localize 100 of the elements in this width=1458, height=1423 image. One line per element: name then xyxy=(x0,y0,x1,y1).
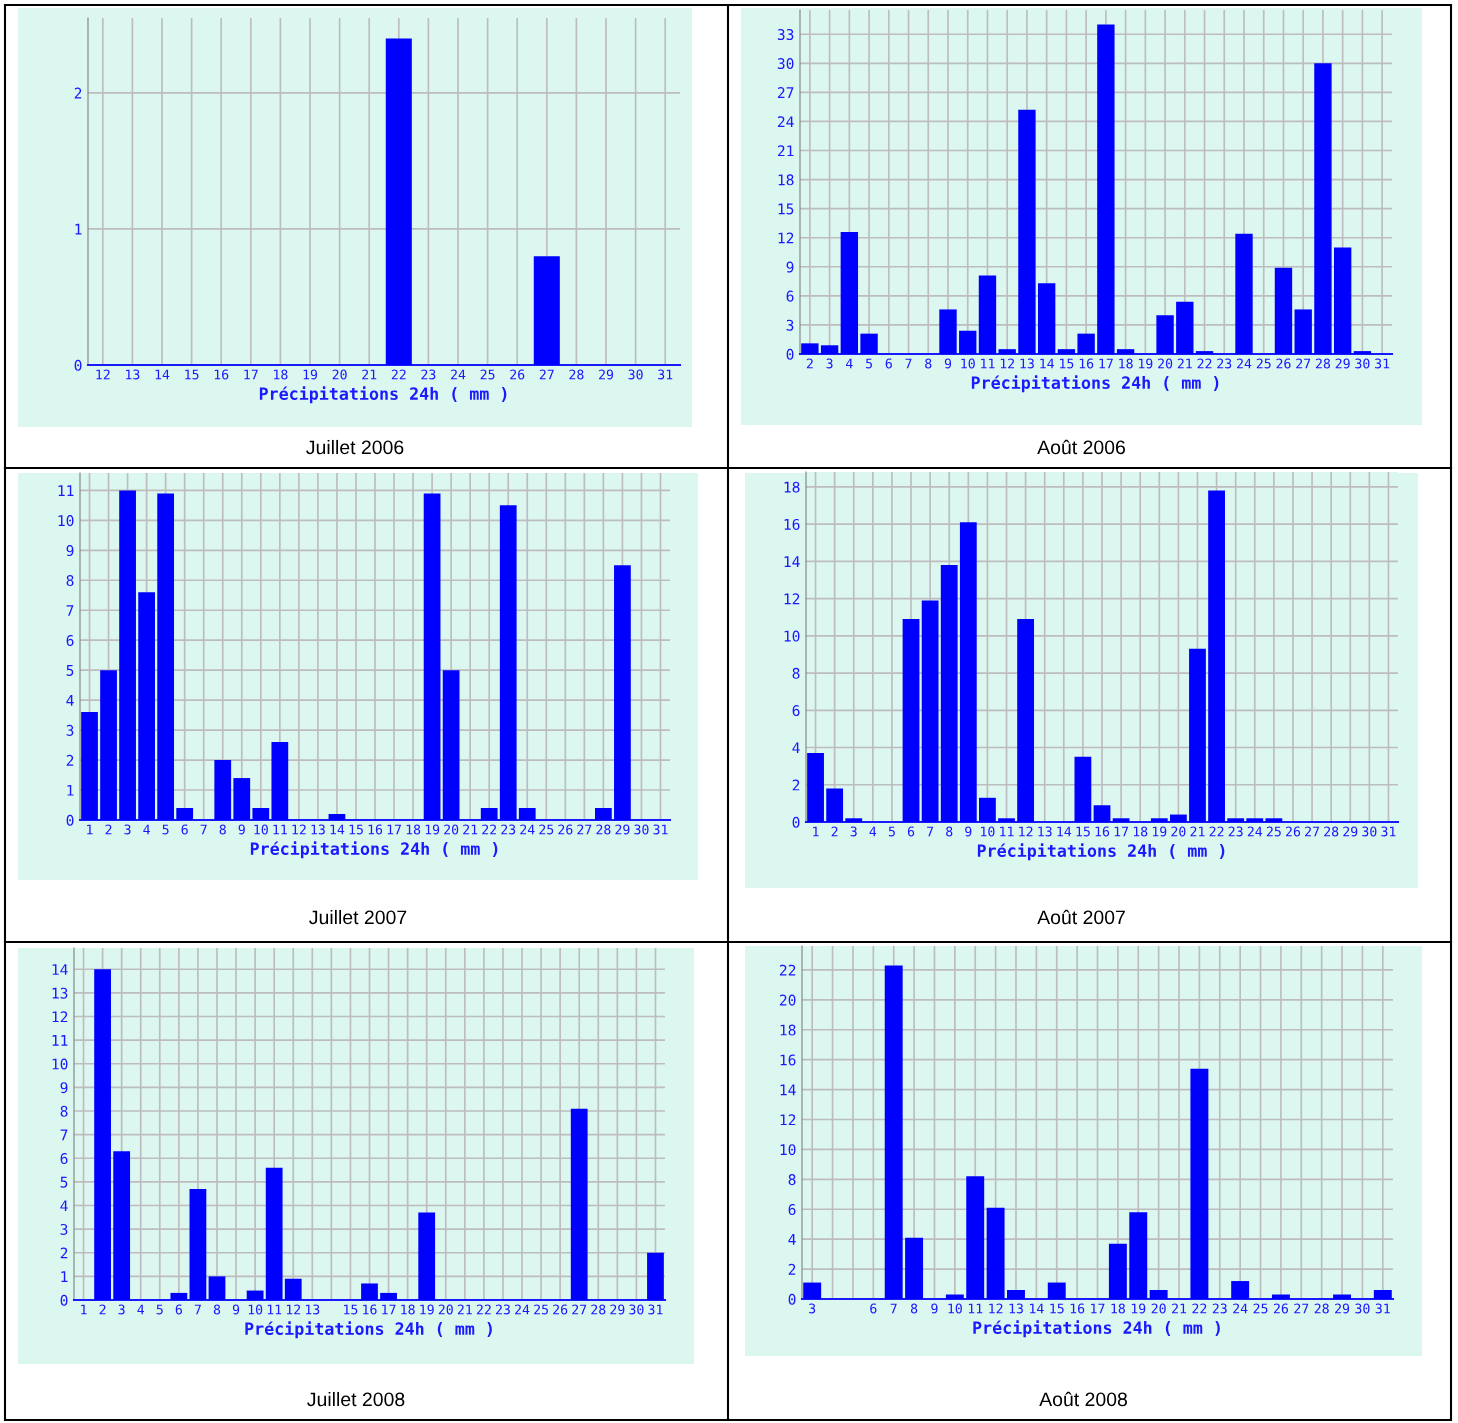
x-tick-label: 8 xyxy=(925,358,932,369)
y-tick-label: 3 xyxy=(60,1223,68,1235)
x-axis-title: Précipitations 24h ( mm ) xyxy=(977,843,1225,861)
y-tick-label: 10 xyxy=(784,630,800,642)
x-tick-label: 4 xyxy=(143,824,150,835)
text: Juillet 2006 xyxy=(306,439,404,455)
y-tick-label: 6 xyxy=(66,634,74,646)
x-tick-label: 23 xyxy=(495,1304,510,1315)
y-tick-label: 16 xyxy=(780,1054,796,1066)
x-tick-label: 18 xyxy=(1119,358,1133,369)
y-tick-label: 1 xyxy=(61,1271,68,1282)
x-tick-label: 20 xyxy=(438,1304,453,1315)
x-tick-label: 22 xyxy=(482,824,497,835)
x-tick-label: 2 xyxy=(806,358,813,369)
y-tick-label: 12 xyxy=(780,1114,796,1126)
y-tick-label: 9 xyxy=(60,1082,68,1094)
y-tick-label: 5 xyxy=(66,665,74,676)
x-tick-label: 4 xyxy=(137,1304,145,1315)
x-tick-label: 29 xyxy=(610,1304,625,1315)
x-tick-label: 25 xyxy=(1256,358,1271,369)
y-tick-label: 2 xyxy=(74,87,82,99)
x-tick-label: 7 xyxy=(927,826,934,837)
x-tick-label: 3 xyxy=(118,1304,125,1315)
x-tick-label: 7 xyxy=(200,824,207,835)
x-tick-label: 31 xyxy=(653,824,668,835)
y-tick-label: 15 xyxy=(778,203,794,215)
x-tick-label: 22 xyxy=(1209,826,1224,837)
y-tick-label: 6 xyxy=(788,1204,796,1216)
x-tick-label: 28 xyxy=(1314,1303,1329,1314)
x-tick-label: 28 xyxy=(1315,358,1331,369)
x-axis-title: Précipitations 24h ( mm ) xyxy=(245,1321,492,1339)
x-axis-title: Précipitations 24h ( mm ) xyxy=(250,841,498,859)
x-tick-label: 30 xyxy=(1355,1303,1370,1314)
x-tick-label: 24 xyxy=(451,369,466,380)
x-tick-label: 9 xyxy=(238,824,245,835)
x-tick-label: 17 xyxy=(387,824,401,835)
x-tick-label: 14 xyxy=(1030,1303,1044,1314)
x-tick-label: 12 xyxy=(989,1303,1003,1314)
y-tick-label: 12 xyxy=(778,232,794,244)
y-tick-label: 2 xyxy=(792,779,800,791)
y-tick-label: 4 xyxy=(792,742,800,754)
y-tick-label: 33 xyxy=(777,28,794,41)
x-tick-label: 27 xyxy=(577,824,592,835)
x-tick-label: 28 xyxy=(596,824,611,835)
x-tick-label: 21 xyxy=(362,369,377,380)
x-tick-label: 31 xyxy=(1375,1303,1390,1314)
x-tick-label: 26 xyxy=(553,1304,568,1315)
x-tick-label: 28 xyxy=(591,1304,606,1315)
y-tick-label: 0 xyxy=(74,359,82,371)
x-tick-label: 30 xyxy=(634,824,649,835)
y-tick-label: 0 xyxy=(60,1294,68,1306)
x-tick-label: 3 xyxy=(809,1303,816,1314)
x-tick-label: 27 xyxy=(1305,826,1320,837)
x-tick-label: 19 xyxy=(1131,1303,1146,1314)
x-tick-label: 24 xyxy=(1237,358,1252,369)
text: Août 2008 xyxy=(1039,1391,1127,1407)
x-tick-label: 19 xyxy=(303,369,318,380)
y-tick-label: 11 xyxy=(58,485,74,496)
x-tick-label: 26 xyxy=(1276,358,1291,369)
y-tick-label: 24 xyxy=(777,116,794,128)
x-tick-label: 5 xyxy=(866,358,872,369)
x-tick-label: 20 xyxy=(1171,826,1186,837)
x-tick-label: 8 xyxy=(946,826,953,837)
y-tick-label: 8 xyxy=(60,1105,68,1117)
x-tick-label: 8 xyxy=(910,1303,918,1314)
x-tick-label: 16 xyxy=(1095,826,1110,837)
x-tick-label: 28 xyxy=(569,369,584,380)
x-tick-label: 15 xyxy=(185,369,199,380)
x-tick-label: 8 xyxy=(213,1304,221,1315)
y-tick-label: 6 xyxy=(786,290,794,302)
x-tick-label: 28 xyxy=(1324,826,1339,837)
x-tick-label: 13 xyxy=(1009,1303,1023,1314)
y-tick-label: 21 xyxy=(777,145,794,157)
x-tick-label: 11 xyxy=(981,358,995,369)
x-tick-label: 21 xyxy=(1190,826,1205,837)
x-tick-label: 11 xyxy=(968,1303,983,1314)
x-tick-label: 4 xyxy=(846,358,853,369)
y-tick-label: 16 xyxy=(784,518,800,530)
x-tick-label: 22 xyxy=(1192,1303,1207,1314)
x-tick-label: 18 xyxy=(401,1304,415,1315)
x-tick-label: 8 xyxy=(219,824,226,835)
y-tick-label: 2 xyxy=(66,754,74,766)
x-tick-label: 1 xyxy=(87,824,93,835)
x-tick-label: 15 xyxy=(344,1304,358,1315)
y-tick-label: 1 xyxy=(67,784,74,796)
x-tick-label: 20 xyxy=(1151,1303,1166,1314)
x-tick-label: 29 xyxy=(615,824,630,835)
x-tick-label: 25 xyxy=(480,369,495,380)
x-tick-label: 29 xyxy=(1343,826,1358,837)
x-tick-label: 31 xyxy=(1375,358,1390,369)
y-tick-label: 14 xyxy=(780,1084,796,1096)
text: Août 2007 xyxy=(1037,909,1125,925)
x-tick-label: 19 xyxy=(425,824,440,835)
x-tick-label: 11 xyxy=(1000,826,1014,837)
x-tick-label: 1 xyxy=(813,826,819,837)
y-tick-label: 1 xyxy=(75,223,82,235)
x-tick-label: 22 xyxy=(391,369,406,380)
x-tick-label: 24 xyxy=(1247,826,1263,837)
y-tick-label: 4 xyxy=(60,1200,68,1212)
x-tick-label: 14 xyxy=(155,369,170,380)
